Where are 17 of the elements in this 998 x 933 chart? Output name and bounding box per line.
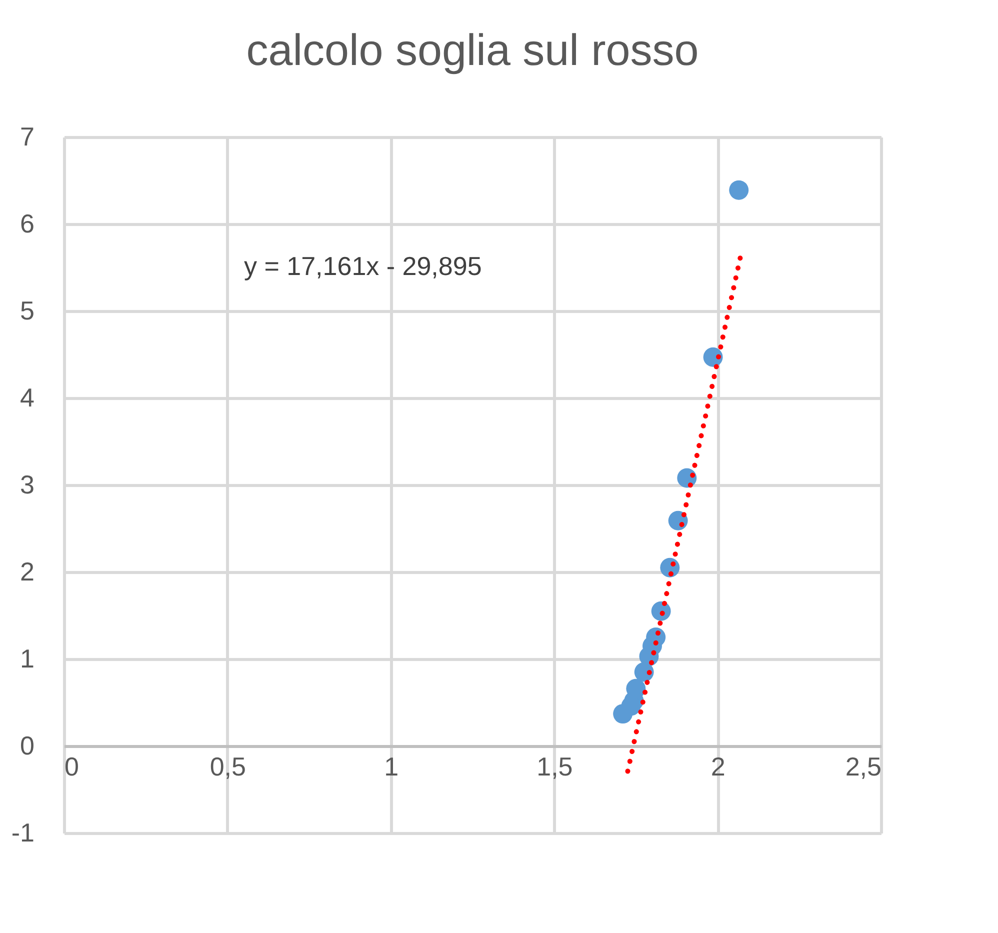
- x-tick-label: 0: [64, 752, 79, 782]
- y-tick-label: 4: [20, 382, 34, 412]
- y-tick-label: -1: [11, 818, 34, 848]
- x-tick-label: 0,5: [210, 752, 246, 782]
- y-tick-label: 3: [20, 470, 34, 500]
- x-tick-label: 2: [710, 752, 726, 782]
- x-tick-label: 1,5: [536, 752, 573, 782]
- x-tick-label: 2,5: [845, 752, 882, 782]
- y-tick-label: 6: [20, 208, 34, 238]
- y-tick-label: 1: [20, 644, 34, 674]
- annotation: y = 17,161x - 29,895: [244, 251, 482, 281]
- y-tick-label: 2: [20, 556, 34, 586]
- y-tick-label: 0: [20, 730, 34, 760]
- y-tick-label: 7: [20, 122, 34, 152]
- y-tick-label: 5: [20, 296, 34, 326]
- chart-title: calcolo soglia sul rosso: [246, 26, 699, 75]
- x-tick-label: 1: [384, 752, 399, 782]
